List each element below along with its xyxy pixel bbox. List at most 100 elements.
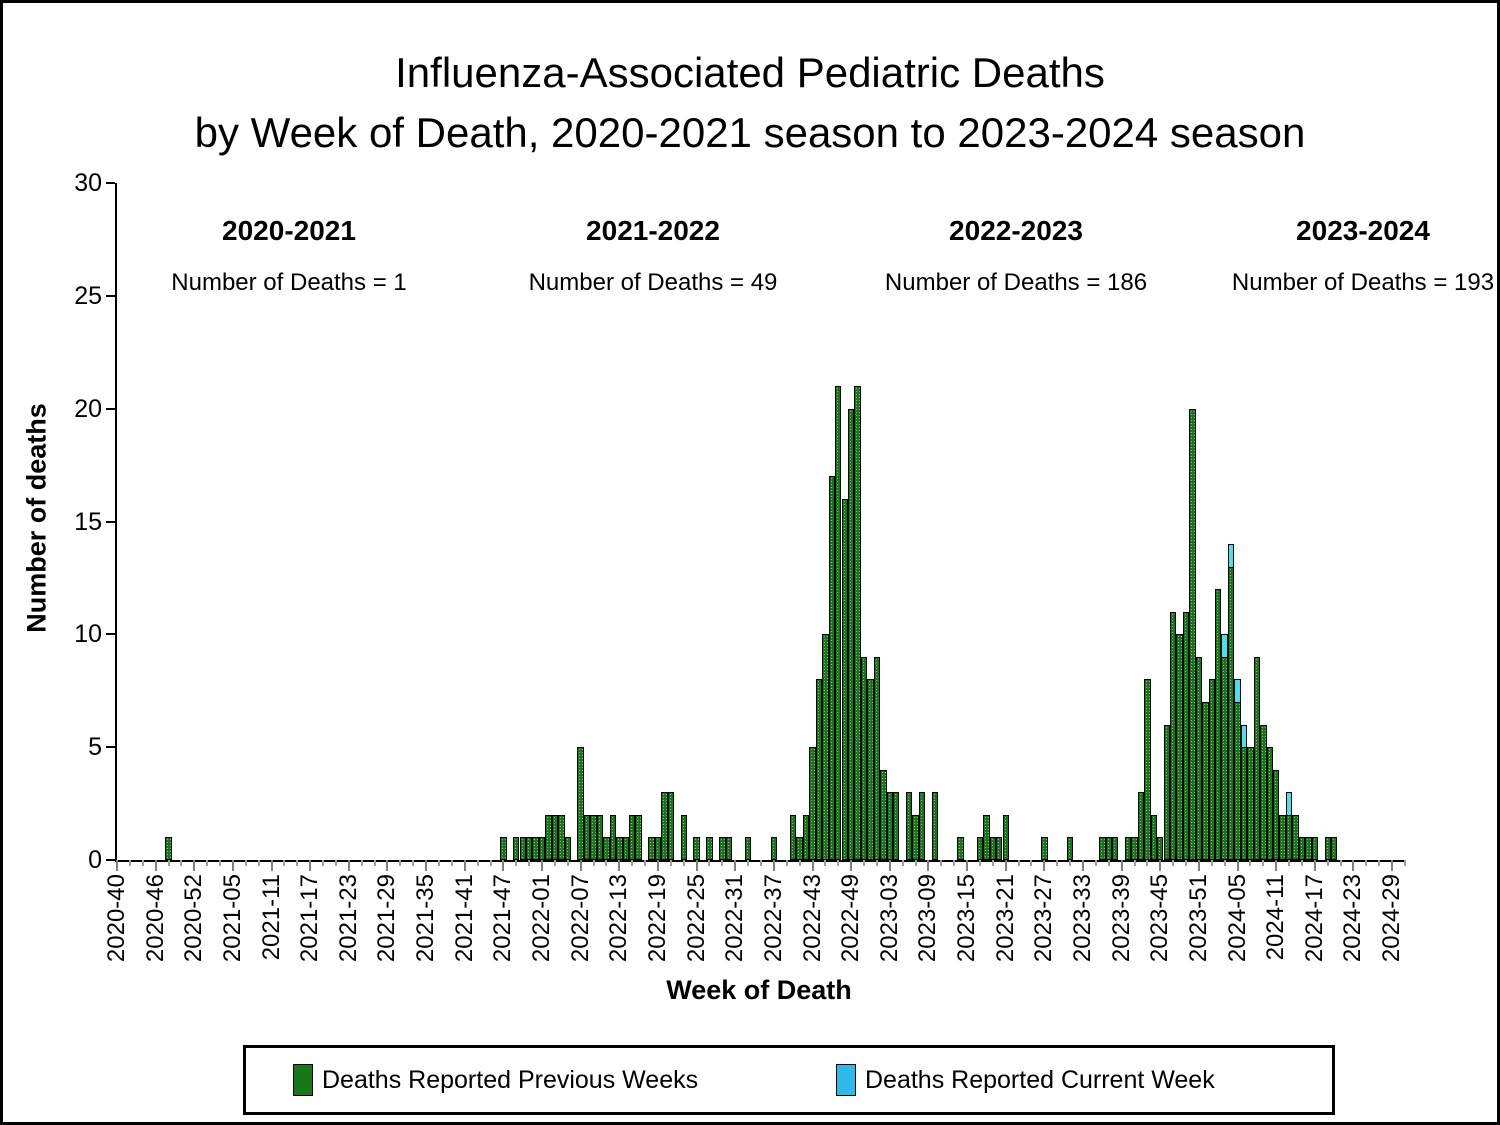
x-axis-tick-label: 2022-01 xyxy=(528,874,556,963)
x-axis-title: Week of Death xyxy=(666,975,852,1005)
x-axis-tick-label: 2020-46 xyxy=(141,874,169,963)
x-axis-major-tick xyxy=(502,860,505,871)
x-axis-minor-tick xyxy=(1326,860,1329,866)
y-axis-tick-label: 25 xyxy=(74,281,102,310)
x-axis-minor-tick xyxy=(528,860,531,866)
x-axis-major-tick xyxy=(927,860,930,871)
bar-deaths-previous-weeks xyxy=(1066,837,1074,860)
bar-deaths-current-week xyxy=(1221,634,1228,658)
x-axis-major-tick xyxy=(193,860,196,871)
bar-deaths-previous-weeks xyxy=(931,792,939,860)
x-axis-tick-label: 2023-27 xyxy=(1030,874,1058,963)
x-axis-tick-label: 2023-39 xyxy=(1107,874,1135,963)
bar-deaths-previous-weeks xyxy=(1202,702,1209,860)
bar-deaths-previous-weeks xyxy=(1305,837,1312,860)
x-axis-tick-label: 2020-40 xyxy=(103,874,130,963)
legend-swatch-previous-weeks xyxy=(293,1064,313,1096)
x-axis-minor-tick xyxy=(399,860,402,866)
y-axis-tick-label: 15 xyxy=(74,507,102,536)
x-axis-minor-tick xyxy=(1249,860,1252,866)
season-annotation-2023-2024: 2023-2024 Number of Deaths = 193 xyxy=(1232,215,1494,297)
bar-deaths-previous-weeks xyxy=(165,837,172,860)
x-axis-major-tick xyxy=(1043,860,1046,871)
x-axis-major-tick xyxy=(1197,860,1200,871)
bar-deaths-previous-weeks xyxy=(744,837,752,860)
bar-deaths-previous-weeks xyxy=(1221,656,1228,860)
x-axis-major-tick xyxy=(695,860,698,871)
bar-deaths-previous-weeks xyxy=(918,792,926,860)
bar-deaths-previous-weeks xyxy=(1208,679,1215,860)
x-axis-minor-tick xyxy=(747,860,750,866)
x-axis-minor-tick xyxy=(1210,860,1213,866)
x-axis-tick-label: 2023-21 xyxy=(991,874,1019,963)
x-axis-minor-tick xyxy=(334,860,337,866)
y-axis-tick xyxy=(106,520,115,523)
bar-deaths-previous-weeks xyxy=(886,792,893,860)
bar-deaths-previous-weeks xyxy=(1266,747,1273,860)
bar-deaths-current-week xyxy=(1285,792,1293,816)
bar-deaths-current-week xyxy=(1227,544,1235,568)
bar-deaths-previous-weeks xyxy=(609,814,617,860)
x-axis-minor-tick xyxy=(669,860,672,866)
x-axis-tick-label: 2024-23 xyxy=(1339,874,1367,963)
x-axis-minor-tick xyxy=(863,860,866,866)
bar-deaths-previous-weeks xyxy=(1330,837,1338,860)
x-axis-major-tick xyxy=(309,860,312,871)
x-axis-tick-label: 2021-41 xyxy=(450,874,478,963)
bar-deaths-previous-weeks xyxy=(1298,837,1306,860)
bar-deaths-previous-weeks xyxy=(1105,837,1112,860)
x-axis-minor-tick xyxy=(785,860,788,866)
bar-deaths-previous-weeks xyxy=(519,837,526,860)
y-axis-tick xyxy=(106,633,115,636)
y-axis-title: Number of deaths xyxy=(21,403,52,633)
bar-deaths-previous-weeks xyxy=(1311,837,1319,860)
x-axis-minor-tick xyxy=(1404,860,1406,866)
x-axis-minor-tick xyxy=(953,860,956,866)
x-axis-minor-tick xyxy=(1365,860,1368,866)
x-axis-minor-tick xyxy=(180,860,183,866)
chart-title: Influenza-Associated Pediatric Deaths by… xyxy=(3,43,1497,163)
bar-deaths-previous-weeks xyxy=(654,837,662,860)
bar-deaths-previous-weeks xyxy=(847,408,855,860)
x-axis-minor-tick xyxy=(257,860,260,866)
legend-entry-previous-weeks: Deaths Reported Previous Weeks xyxy=(293,1048,698,1112)
legend-label: Deaths Reported Previous Weeks xyxy=(322,1065,699,1094)
y-axis-tick-label: 5 xyxy=(88,733,102,762)
bar-deaths-previous-weeks xyxy=(1163,724,1170,860)
bar-deaths-previous-weeks xyxy=(680,814,687,860)
x-axis-major-tick xyxy=(1275,860,1278,871)
bar-deaths-previous-weeks xyxy=(693,837,700,860)
chart-title-line1: Influenza-Associated Pediatric Deaths xyxy=(395,49,1105,96)
x-axis-minor-tick xyxy=(1069,860,1072,866)
bar-deaths-previous-weeks xyxy=(1150,814,1158,860)
bar-deaths-previous-weeks xyxy=(667,792,675,860)
bar-deaths-current-week xyxy=(1240,724,1248,749)
plot-area: 0 5 10 15 20 25 30 2020-40 2020-46 2020-52 2021-05… xyxy=(74,169,1406,962)
season-death-count: Number of Deaths = 49 xyxy=(528,269,778,296)
bar-deaths-previous-weeks xyxy=(1182,611,1190,860)
x-axis-minor-tick xyxy=(450,860,453,866)
x-axis-minor-tick xyxy=(438,860,440,866)
chart-title-line2: by Week of Death, 2020-2021 season to 20… xyxy=(194,109,1306,156)
x-axis-major-tick xyxy=(772,860,775,871)
bar-deaths-previous-weeks xyxy=(822,634,829,860)
x-axis-major-tick xyxy=(1352,860,1355,871)
y-axis-tick-label: 10 xyxy=(74,620,102,649)
bar-deaths-previous-weeks xyxy=(725,837,732,860)
x-axis-tick-label: 2023-33 xyxy=(1069,874,1096,963)
x-axis-major-tick xyxy=(386,860,389,871)
bar-deaths-previous-weeks xyxy=(1247,747,1254,860)
x-axis-major-tick xyxy=(1120,860,1123,871)
x-axis-minor-tick xyxy=(837,860,840,866)
legend-box: Deaths Reported Previous Weeks Deaths Re… xyxy=(243,1045,1335,1115)
season-annotation-2020-2021: 2020-2021 Number of Deaths = 1 xyxy=(171,215,406,297)
x-axis-tick-label: 2021-05 xyxy=(218,874,246,963)
season-name: 2023-2024 xyxy=(1296,215,1430,246)
x-axis-minor-tick xyxy=(489,860,492,866)
x-axis-major-tick xyxy=(1236,860,1239,871)
x-axis-tick-label: 2023-03 xyxy=(875,874,903,963)
bar-deaths-previous-weeks xyxy=(1169,611,1177,860)
x-axis-minor-tick xyxy=(476,860,479,866)
x-axis-major-tick xyxy=(656,860,659,871)
